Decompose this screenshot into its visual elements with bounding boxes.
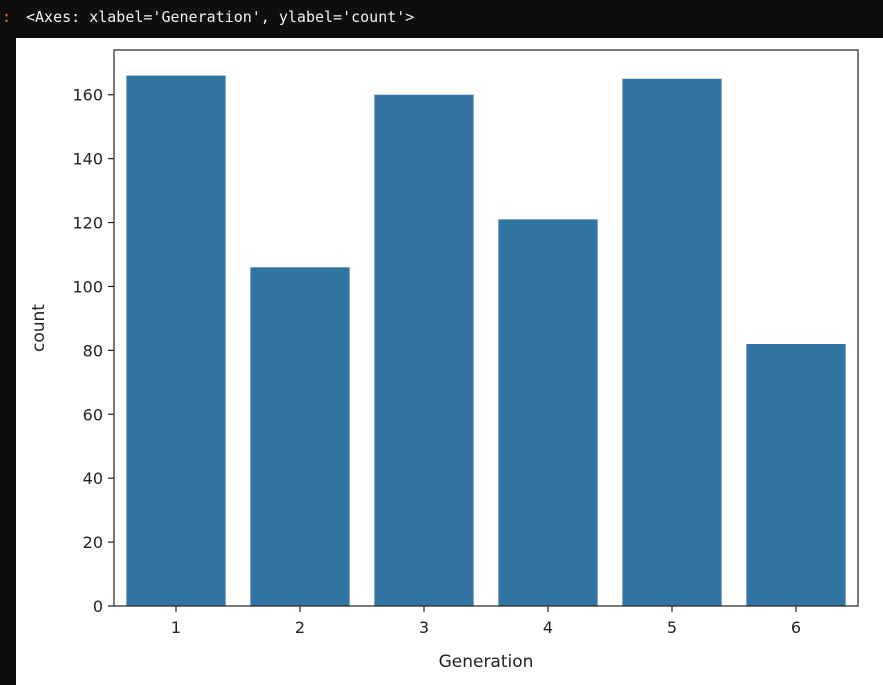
y-tick-label: 140 [72, 150, 103, 169]
x-tick-label: 5 [667, 618, 677, 637]
y-tick-label: 60 [83, 405, 103, 424]
y-tick-label: 120 [72, 214, 103, 233]
x-tick-label: 2 [295, 618, 305, 637]
y-tick-label: 160 [72, 86, 103, 105]
y-tick-label: 80 [83, 341, 103, 360]
y-tick-label: 40 [83, 469, 103, 488]
x-ticks: 1 2 3 4 5 6 [171, 606, 801, 637]
y-tick-label: 20 [83, 533, 103, 552]
y-ticks: 0 20 40 60 80 100 120 140 160 [72, 86, 114, 616]
bar-4 [498, 219, 598, 606]
x-tick-label: 4 [543, 618, 553, 637]
output-text: <Axes: xlabel='Generation', ylabel='coun… [26, 8, 415, 26]
output-prompt: : [2, 8, 12, 26]
output-header: : <Axes: xlabel='Generation', ylabel='co… [0, 0, 883, 36]
x-axis-label: Generation [439, 652, 534, 672]
bar-3 [374, 94, 474, 607]
x-tick-label: 6 [791, 618, 801, 637]
bars-group [126, 75, 846, 607]
bar-2 [250, 267, 350, 606]
x-tick-label: 3 [419, 618, 429, 637]
y-axis-label: count [29, 304, 49, 352]
bar-1 [126, 75, 226, 606]
x-tick-label: 1 [171, 618, 181, 637]
bar-6 [746, 343, 846, 606]
y-tick-label: 100 [72, 277, 103, 296]
bar-5 [622, 78, 722, 607]
y-tick-label: 0 [93, 597, 103, 616]
axes-frame [113, 49, 859, 607]
